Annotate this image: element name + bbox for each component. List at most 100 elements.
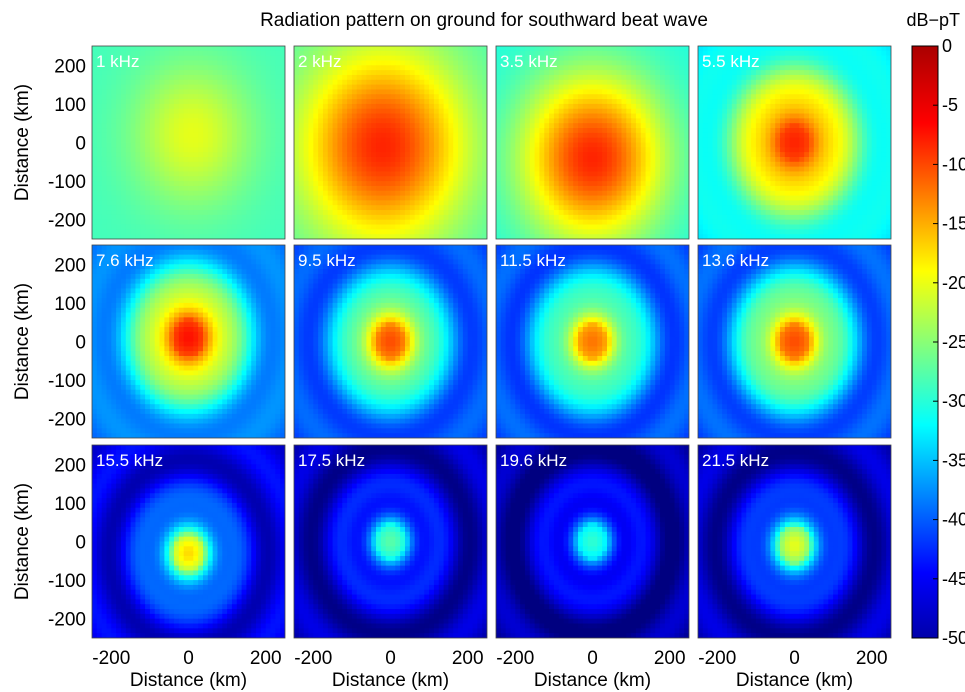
- heatmap-cell: [188, 142, 194, 148]
- heatmap-cell: [390, 137, 396, 144]
- heatmap-cell: [356, 224, 363, 230]
- heatmap-cell: [847, 60, 853, 66]
- heatmap-cell: [318, 123, 324, 129]
- heatmap-cell: [130, 60, 137, 66]
- heatmap-cell: [145, 118, 151, 124]
- heatmap-cell: [650, 171, 656, 177]
- heatmap-cell: [626, 210, 632, 216]
- heatmap-cell: [438, 94, 445, 100]
- heatmap-cell: [222, 142, 228, 148]
- heatmap-cell: [308, 89, 314, 95]
- heatmap-cell: [361, 190, 367, 197]
- heatmap-cell: [433, 94, 440, 100]
- heatmap-cell: [361, 137, 367, 144]
- heatmap-cell: [260, 195, 267, 201]
- heatmap-cell: [467, 113, 474, 119]
- heatmap-cell: [462, 166, 469, 173]
- heatmap-cell: [92, 60, 98, 66]
- heatmap-cell: [568, 74, 574, 81]
- heatmap-cell: [313, 113, 319, 119]
- heatmap-cell: [332, 181, 339, 187]
- heatmap-cell: [563, 219, 569, 226]
- heatmap-cell: [419, 219, 425, 226]
- heatmap-cell: [414, 195, 421, 201]
- heatmap-cell: [635, 205, 642, 211]
- heatmap-cell: [188, 60, 194, 66]
- heatmap-cell: [467, 123, 474, 129]
- heatmap-cell: [236, 224, 243, 230]
- heatmap-cell: [116, 200, 122, 206]
- heatmap-cell: [496, 214, 502, 221]
- heatmap-cell: [135, 50, 141, 57]
- heatmap-cell: [496, 55, 502, 62]
- heatmap-cell: [135, 118, 141, 124]
- heatmap-cell: [640, 79, 647, 86]
- heatmap-cell: [178, 123, 185, 129]
- heatmap-cell: [722, 46, 728, 52]
- heatmap-cell: [414, 219, 421, 226]
- heatmap-cell: [664, 190, 671, 197]
- heatmap-cell: [140, 137, 146, 144]
- heatmap-cell: [524, 94, 531, 100]
- heatmap-cell: [674, 171, 680, 177]
- heatmap-cell: [313, 74, 319, 81]
- heatmap-cell: [578, 210, 584, 216]
- heatmap-cell: [578, 103, 584, 110]
- heatmap-cell: [472, 214, 478, 221]
- heatmap-cell: [120, 205, 127, 211]
- heatmap-cell: [101, 94, 108, 100]
- heatmap-cell: [361, 147, 367, 153]
- heatmap-cell: [251, 60, 257, 66]
- heatmap-cell: [202, 50, 209, 57]
- heatmap-cell: [380, 171, 387, 177]
- heatmap-cell: [443, 60, 449, 66]
- heatmap-cell: [409, 156, 416, 163]
- heatmap-cell: [524, 55, 531, 62]
- heatmap-cell: [679, 89, 685, 95]
- heatmap-cell: [496, 210, 502, 216]
- heatmap-cell: [664, 103, 671, 110]
- heatmap-cell: [390, 200, 396, 206]
- heatmap-cell: [500, 171, 507, 177]
- heatmap-cell: [549, 210, 555, 216]
- heatmap-cell: [303, 147, 310, 153]
- heatmap-cell: [275, 205, 281, 211]
- heatmap-cell: [510, 166, 516, 173]
- heatmap-cell: [366, 70, 372, 76]
- heatmap-cell: [482, 55, 487, 62]
- heatmap-cell: [640, 214, 647, 221]
- heatmap-cell: [789, 50, 796, 57]
- heatmap-cell: [837, 60, 844, 66]
- heatmap-cell: [500, 181, 507, 187]
- heatmap-cell: [645, 84, 651, 91]
- heatmap-cell: [587, 190, 594, 197]
- heatmap-cell: [578, 156, 584, 163]
- heatmap-cell: [563, 152, 569, 158]
- heatmap-cell: [207, 118, 214, 124]
- heatmap-cell: [876, 55, 882, 62]
- heatmap-cell: [679, 171, 685, 177]
- heatmap-cell: [544, 123, 550, 129]
- heatmap-cell: [356, 108, 363, 115]
- heatmap-cell: [424, 224, 430, 230]
- heatmap-cell: [327, 190, 334, 197]
- heatmap-cell: [342, 99, 348, 105]
- heatmap-cell: [140, 185, 146, 192]
- heatmap-cell: [515, 176, 521, 182]
- heatmap-cell: [298, 137, 305, 144]
- heatmap-cell: [159, 156, 165, 163]
- heatmap-cell: [500, 94, 507, 100]
- heatmap-cell: [621, 46, 627, 52]
- heatmap-cell: [246, 181, 252, 187]
- heatmap-cell: [510, 65, 516, 71]
- heatmap-cell: [178, 152, 185, 158]
- heatmap-cell: [327, 176, 334, 182]
- heatmap-cell: [419, 60, 425, 66]
- heatmap-cell: [563, 147, 569, 153]
- heatmap-cell: [400, 113, 406, 119]
- heatmap-cell: [149, 166, 156, 173]
- heatmap-cell: [482, 128, 487, 134]
- heatmap-cell: [472, 185, 478, 192]
- heatmap-cell: [125, 195, 132, 201]
- heatmap-cell: [231, 46, 238, 52]
